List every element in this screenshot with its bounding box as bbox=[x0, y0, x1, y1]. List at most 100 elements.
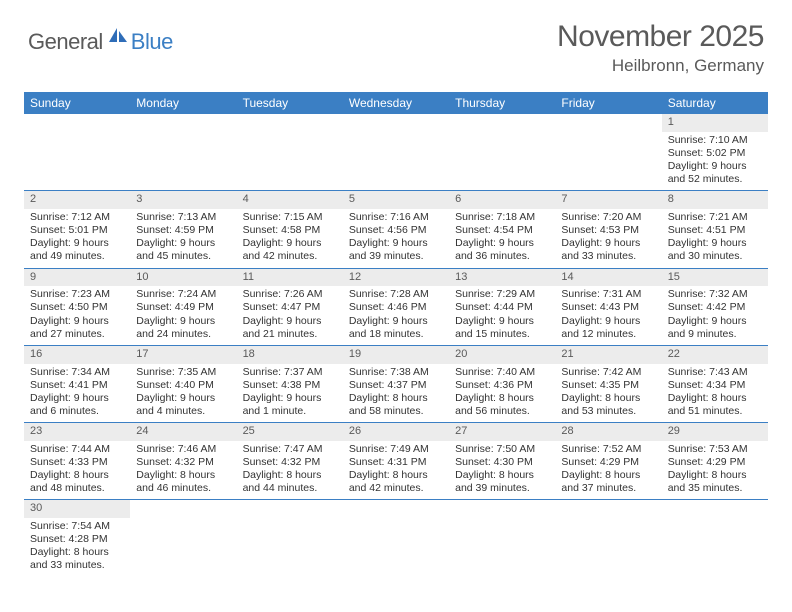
calendar-cell: 15Sunrise: 7:32 AMSunset: 4:42 PMDayligh… bbox=[662, 269, 768, 345]
sunrise-text: Sunrise: 7:10 AM bbox=[668, 134, 762, 147]
day-number: 26 bbox=[343, 423, 449, 441]
day-header: Wednesday bbox=[343, 92, 449, 114]
day-number: 15 bbox=[662, 269, 768, 287]
sunrise-text: Sunrise: 7:21 AM bbox=[668, 211, 762, 224]
sunset-text: Sunset: 4:47 PM bbox=[243, 301, 337, 314]
sunrise-text: Sunrise: 7:35 AM bbox=[136, 366, 230, 379]
cell-body: Sunrise: 7:18 AMSunset: 4:54 PMDaylight:… bbox=[449, 209, 555, 268]
daylight-text: and 24 minutes. bbox=[136, 328, 230, 341]
cell-body: Sunrise: 7:23 AMSunset: 4:50 PMDaylight:… bbox=[24, 286, 130, 345]
daylight-text: and 21 minutes. bbox=[243, 328, 337, 341]
cell-body: Sunrise: 7:15 AMSunset: 4:58 PMDaylight:… bbox=[237, 209, 343, 268]
sunrise-text: Sunrise: 7:44 AM bbox=[30, 443, 124, 456]
cell-body: Sunrise: 7:13 AMSunset: 4:59 PMDaylight:… bbox=[130, 209, 236, 268]
daylight-text: and 44 minutes. bbox=[243, 482, 337, 495]
sunset-text: Sunset: 4:38 PM bbox=[243, 379, 337, 392]
daylight-text: and 42 minutes. bbox=[243, 250, 337, 263]
day-number: 10 bbox=[130, 269, 236, 287]
cell-body: Sunrise: 7:49 AMSunset: 4:31 PMDaylight:… bbox=[343, 441, 449, 500]
calendar-cell: 17Sunrise: 7:35 AMSunset: 4:40 PMDayligh… bbox=[130, 346, 236, 422]
day-number: 20 bbox=[449, 346, 555, 364]
calendar-cell bbox=[449, 500, 555, 576]
calendar-cell bbox=[449, 114, 555, 190]
sunset-text: Sunset: 4:41 PM bbox=[30, 379, 124, 392]
calendar-cell: 24Sunrise: 7:46 AMSunset: 4:32 PMDayligh… bbox=[130, 423, 236, 499]
cell-body: Sunrise: 7:46 AMSunset: 4:32 PMDaylight:… bbox=[130, 441, 236, 500]
daylight-text: Daylight: 9 hours bbox=[349, 237, 443, 250]
daylight-text: Daylight: 9 hours bbox=[455, 315, 549, 328]
calendar-cell: 28Sunrise: 7:52 AMSunset: 4:29 PMDayligh… bbox=[555, 423, 661, 499]
daylight-text: Daylight: 8 hours bbox=[561, 469, 655, 482]
day-number: 22 bbox=[662, 346, 768, 364]
day-number: 12 bbox=[343, 269, 449, 287]
sunset-text: Sunset: 4:54 PM bbox=[455, 224, 549, 237]
cell-body: Sunrise: 7:12 AMSunset: 5:01 PMDaylight:… bbox=[24, 209, 130, 268]
day-number: 17 bbox=[130, 346, 236, 364]
sunset-text: Sunset: 4:58 PM bbox=[243, 224, 337, 237]
daylight-text: Daylight: 9 hours bbox=[136, 315, 230, 328]
day-number: 8 bbox=[662, 191, 768, 209]
calendar-cell: 20Sunrise: 7:40 AMSunset: 4:36 PMDayligh… bbox=[449, 346, 555, 422]
calendar-cell: 1Sunrise: 7:10 AMSunset: 5:02 PMDaylight… bbox=[662, 114, 768, 190]
week-row: 30Sunrise: 7:54 AMSunset: 4:28 PMDayligh… bbox=[24, 500, 768, 576]
day-number: 29 bbox=[662, 423, 768, 441]
daylight-text: Daylight: 9 hours bbox=[243, 315, 337, 328]
daylight-text: and 27 minutes. bbox=[30, 328, 124, 341]
day-number: 3 bbox=[130, 191, 236, 209]
sunset-text: Sunset: 4:32 PM bbox=[243, 456, 337, 469]
week-row: 9Sunrise: 7:23 AMSunset: 4:50 PMDaylight… bbox=[24, 269, 768, 346]
daylight-text: and 46 minutes. bbox=[136, 482, 230, 495]
cell-body: Sunrise: 7:20 AMSunset: 4:53 PMDaylight:… bbox=[555, 209, 661, 268]
sunrise-text: Sunrise: 7:16 AM bbox=[349, 211, 443, 224]
daylight-text: Daylight: 9 hours bbox=[455, 237, 549, 250]
sunrise-text: Sunrise: 7:53 AM bbox=[668, 443, 762, 456]
week-row: 2Sunrise: 7:12 AMSunset: 5:01 PMDaylight… bbox=[24, 191, 768, 268]
cell-body: Sunrise: 7:24 AMSunset: 4:49 PMDaylight:… bbox=[130, 286, 236, 345]
sunset-text: Sunset: 4:37 PM bbox=[349, 379, 443, 392]
daylight-text: and 39 minutes. bbox=[455, 482, 549, 495]
calendar-cell: 27Sunrise: 7:50 AMSunset: 4:30 PMDayligh… bbox=[449, 423, 555, 499]
sunrise-text: Sunrise: 7:46 AM bbox=[136, 443, 230, 456]
sunrise-text: Sunrise: 7:13 AM bbox=[136, 211, 230, 224]
calendar-cell: 13Sunrise: 7:29 AMSunset: 4:44 PMDayligh… bbox=[449, 269, 555, 345]
sunset-text: Sunset: 4:43 PM bbox=[561, 301, 655, 314]
sunrise-text: Sunrise: 7:37 AM bbox=[243, 366, 337, 379]
calendar-cell: 21Sunrise: 7:42 AMSunset: 4:35 PMDayligh… bbox=[555, 346, 661, 422]
calendar-cell: 12Sunrise: 7:28 AMSunset: 4:46 PMDayligh… bbox=[343, 269, 449, 345]
sunrise-text: Sunrise: 7:23 AM bbox=[30, 288, 124, 301]
day-number: 27 bbox=[449, 423, 555, 441]
sunset-text: Sunset: 4:30 PM bbox=[455, 456, 549, 469]
sunset-text: Sunset: 4:34 PM bbox=[668, 379, 762, 392]
day-number: 23 bbox=[24, 423, 130, 441]
calendar-cell: 29Sunrise: 7:53 AMSunset: 4:29 PMDayligh… bbox=[662, 423, 768, 499]
calendar-cell bbox=[343, 114, 449, 190]
daylight-text: and 52 minutes. bbox=[668, 173, 762, 186]
daylight-text: Daylight: 9 hours bbox=[668, 237, 762, 250]
sunset-text: Sunset: 4:33 PM bbox=[30, 456, 124, 469]
day-number: 16 bbox=[24, 346, 130, 364]
daylight-text: and 53 minutes. bbox=[561, 405, 655, 418]
day-header: Monday bbox=[130, 92, 236, 114]
calendar: Sunday Monday Tuesday Wednesday Thursday… bbox=[24, 92, 768, 577]
daylight-text: and 9 minutes. bbox=[668, 328, 762, 341]
sunset-text: Sunset: 5:01 PM bbox=[30, 224, 124, 237]
daylight-text: Daylight: 8 hours bbox=[349, 392, 443, 405]
day-header: Tuesday bbox=[237, 92, 343, 114]
cell-body: Sunrise: 7:54 AMSunset: 4:28 PMDaylight:… bbox=[24, 518, 130, 577]
logo-text-blue: Blue bbox=[131, 29, 173, 55]
calendar-cell: 7Sunrise: 7:20 AMSunset: 4:53 PMDaylight… bbox=[555, 191, 661, 267]
sunrise-text: Sunrise: 7:49 AM bbox=[349, 443, 443, 456]
day-number: 19 bbox=[343, 346, 449, 364]
day-header: Friday bbox=[555, 92, 661, 114]
calendar-cell bbox=[237, 500, 343, 576]
sunset-text: Sunset: 4:44 PM bbox=[455, 301, 549, 314]
sunrise-text: Sunrise: 7:15 AM bbox=[243, 211, 337, 224]
cell-body: Sunrise: 7:40 AMSunset: 4:36 PMDaylight:… bbox=[449, 364, 555, 423]
cell-body: Sunrise: 7:50 AMSunset: 4:30 PMDaylight:… bbox=[449, 441, 555, 500]
day-number: 25 bbox=[237, 423, 343, 441]
daylight-text: Daylight: 9 hours bbox=[243, 392, 337, 405]
cell-body: Sunrise: 7:52 AMSunset: 4:29 PMDaylight:… bbox=[555, 441, 661, 500]
daylight-text: and 36 minutes. bbox=[455, 250, 549, 263]
cell-body: Sunrise: 7:43 AMSunset: 4:34 PMDaylight:… bbox=[662, 364, 768, 423]
day-number: 7 bbox=[555, 191, 661, 209]
